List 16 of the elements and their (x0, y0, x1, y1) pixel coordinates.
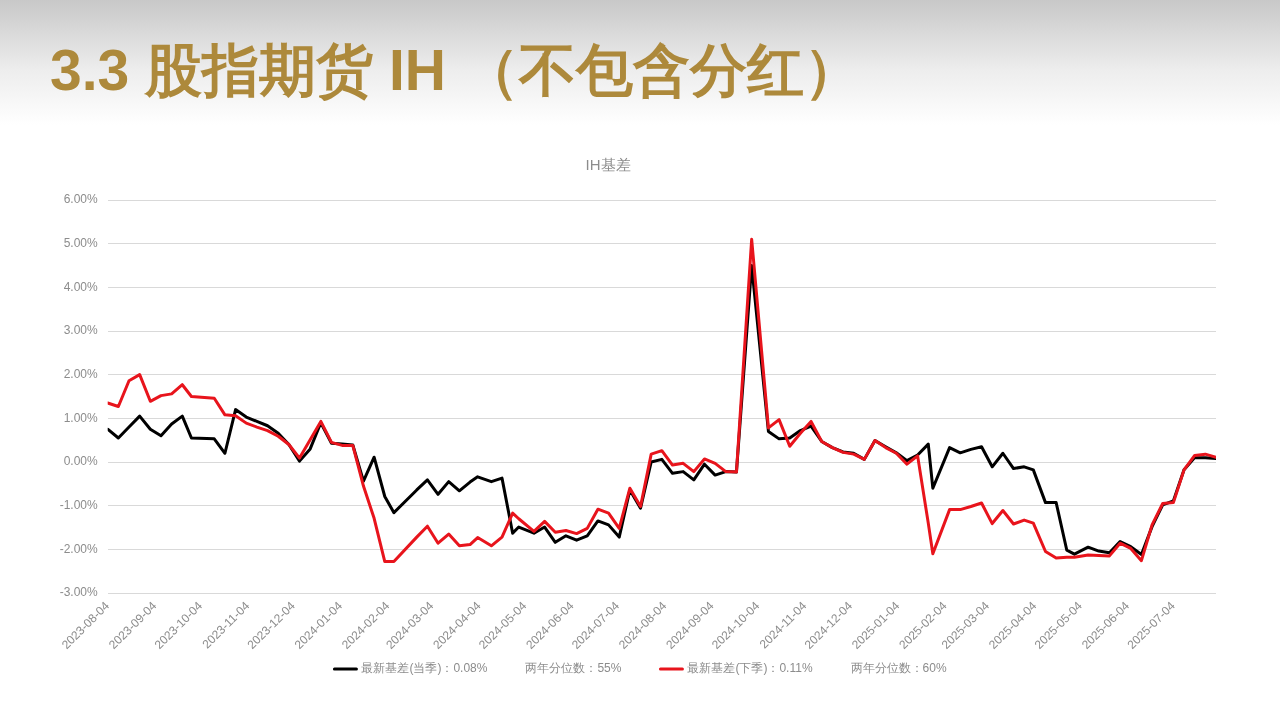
y-tick-label: -2.00% (59, 541, 99, 556)
y-tick-label: -3.00% (59, 585, 99, 600)
y-tick-label: -1.00% (59, 497, 99, 512)
legend-label: 最新基差(下季)：0.11% (687, 661, 813, 676)
y-tick-label: 2.00% (63, 366, 99, 381)
y-tick-label: 3.00% (63, 323, 99, 338)
y-tick-label: 5.00% (63, 235, 99, 250)
y-tick-label: 0.00% (63, 454, 99, 469)
legend-label: 最新基差(当季)：0.08% (361, 661, 488, 676)
y-tick-label: 1.00% (63, 410, 99, 425)
y-tick-label: 6.00% (63, 192, 99, 207)
text: 两年分位数：60% (850, 661, 947, 676)
text: 两年分位数：55% (525, 661, 622, 676)
chart-title: 3.3 股指期货 IH （不包含分红） (50, 38, 861, 102)
chart-subtitle: IH基差 (585, 156, 631, 174)
y-tick-label: 4.00% (63, 279, 99, 294)
